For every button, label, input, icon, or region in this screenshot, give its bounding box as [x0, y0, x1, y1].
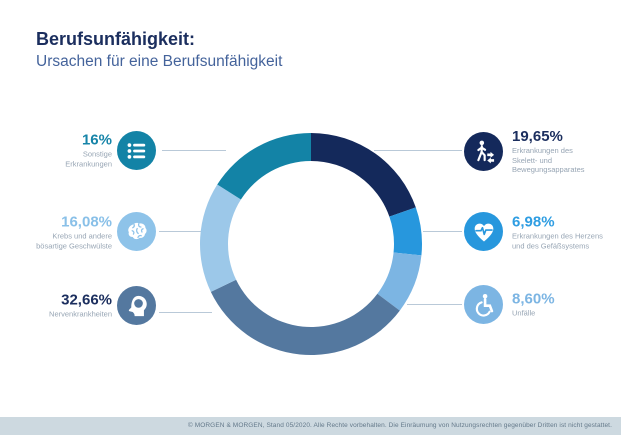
copyright-text: © MORGEN & MORGEN, Stand 05/2020. Alle R… — [187, 422, 612, 429]
connector-line — [407, 304, 462, 305]
donut-segment-4 — [199, 184, 241, 292]
donut-segment-0 — [311, 133, 416, 217]
header: Berufsunfähigkeit: Ursachen für eine Ber… — [36, 29, 282, 71]
wheelchair-icon — [475, 293, 493, 317]
legend-icon-circle — [464, 212, 503, 251]
legend-item-krebs: 16,08% Krebs und andere bösartige Geschw… — [0, 214, 112, 251]
legend-icon-circle — [464, 285, 503, 324]
legend-item-herz: 6,98% Erkrankungen des Herzens und des G… — [512, 214, 621, 251]
connector-line — [374, 150, 462, 151]
legend-percent: 8,60% — [512, 290, 555, 308]
legend-item-skelett: 19,65% Erkrankungen des Skelett- und Bew… — [512, 128, 621, 175]
legend-percent: 16,08% — [61, 213, 112, 231]
legend-percent: 32,66% — [61, 291, 112, 309]
donut-segment-5 — [217, 133, 311, 200]
legend-item-sonstige-erkrankungen: 16% Sonstige Erkrankungen — [0, 132, 112, 169]
legend-label: Erkrankungen des Skelett- und Bewegungsa… — [512, 145, 585, 174]
head-profile-icon — [128, 295, 147, 316]
walking-person-icon — [476, 140, 494, 163]
legend-icon-circle — [464, 132, 503, 171]
connector-line — [423, 231, 462, 232]
legend-label: Krebs und andere bösartige Geschwülste — [36, 231, 112, 251]
connector-line — [159, 312, 212, 313]
legend-percent: 16% — [81, 131, 112, 149]
donut-segment-1 — [389, 207, 422, 256]
heart-pulse-icon — [474, 223, 493, 242]
legend-percent: 19,65% — [512, 127, 563, 145]
brain-icon — [127, 222, 147, 239]
page-subtitle: Ursachen für eine Berufsunfähigkeit — [36, 53, 283, 70]
legend-icon-circle — [117, 212, 156, 251]
legend-item-nervenkrankheiten: 32,66% Nervenkrankheiten — [0, 291, 112, 319]
footer-bar: © MORGEN & MORGEN, Stand 05/2020. Alle R… — [0, 417, 621, 435]
legend-label: Erkrankungen des Herzens und des Gefäßsy… — [512, 231, 603, 251]
page-title: Berufsunfähigkeit: — [36, 29, 196, 49]
legend-label: Nervenkrankheiten — [49, 309, 112, 319]
connector-line — [162, 150, 226, 151]
legend-item-unfaelle: 8,60% Unfälle — [512, 290, 621, 318]
legend-icon-circle — [117, 286, 156, 325]
legend-label: Sonstige Erkrankungen — [65, 149, 112, 169]
donut-segment-3 — [210, 279, 400, 355]
legend-percent: 6,98% — [512, 213, 555, 231]
donut-segment-2 — [377, 252, 422, 311]
legend-label: Unfälle — [512, 308, 536, 318]
connector-line — [159, 231, 203, 232]
list-icon — [127, 142, 145, 159]
legend-icon-circle — [117, 131, 156, 170]
